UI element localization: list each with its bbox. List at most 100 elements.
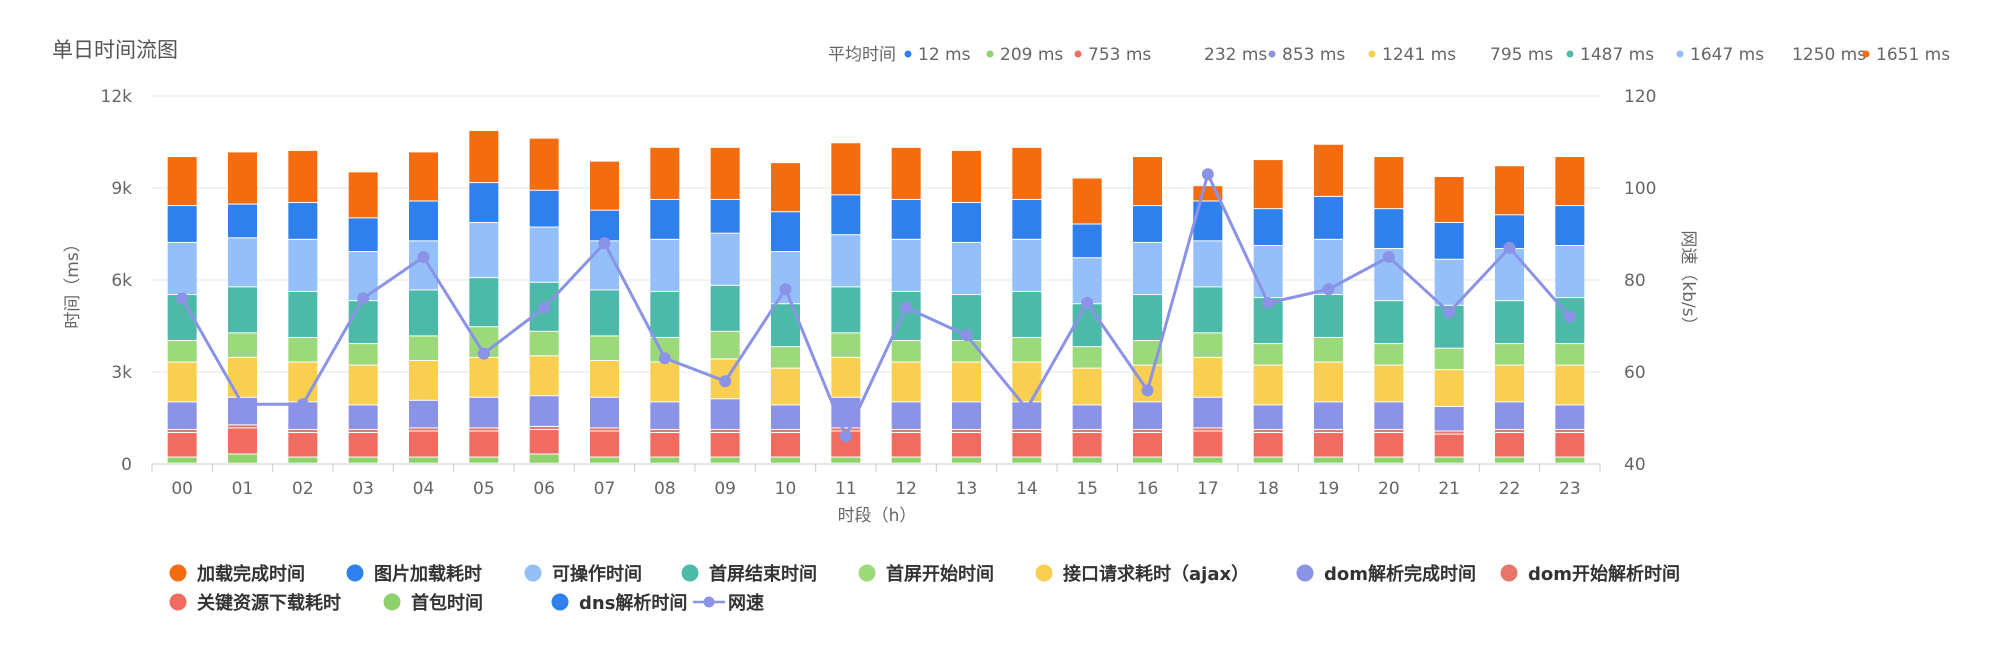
bar-segment[interactable] bbox=[1012, 433, 1042, 457]
bar-segment[interactable] bbox=[771, 457, 800, 463]
bar-segment[interactable] bbox=[891, 239, 921, 291]
speed-point[interactable] bbox=[296, 398, 309, 411]
bar-segment[interactable] bbox=[1434, 348, 1464, 370]
bar-segment[interactable] bbox=[891, 402, 921, 429]
bar-segment[interactable] bbox=[891, 341, 921, 362]
legend-label[interactable]: dom解析完成时间 bbox=[1324, 563, 1476, 585]
bar-segment[interactable] bbox=[1434, 222, 1464, 259]
bar-segment[interactable] bbox=[288, 433, 318, 457]
bar-segment[interactable] bbox=[710, 457, 740, 463]
bar-segment[interactable] bbox=[1193, 241, 1223, 287]
bar-segment[interactable] bbox=[529, 227, 559, 282]
bar-segment[interactable] bbox=[1072, 224, 1102, 258]
bar-segment[interactable] bbox=[1193, 457, 1223, 463]
bar-segment[interactable] bbox=[348, 365, 378, 405]
bar-segment[interactable] bbox=[952, 341, 981, 362]
bar-segment[interactable] bbox=[1253, 365, 1283, 405]
bar-segment[interactable] bbox=[1374, 301, 1404, 344]
bar-segment[interactable] bbox=[952, 203, 981, 242]
speed-point[interactable] bbox=[1141, 384, 1154, 397]
bar-segment[interactable] bbox=[1253, 433, 1283, 457]
bar-segment[interactable] bbox=[590, 360, 619, 397]
bar-segment[interactable] bbox=[1133, 206, 1162, 242]
bar-segment[interactable] bbox=[891, 147, 921, 199]
bar-segment[interactable] bbox=[891, 457, 921, 463]
legend-label[interactable]: 可操作时间 bbox=[552, 563, 642, 585]
bar-segment[interactable] bbox=[952, 362, 981, 402]
bar-segment[interactable] bbox=[1495, 457, 1524, 463]
bar-segment[interactable] bbox=[348, 429, 378, 433]
bar-segment[interactable] bbox=[1555, 429, 1585, 433]
legend-swatch[interactable] bbox=[1035, 564, 1053, 582]
bar-segment[interactable] bbox=[1314, 429, 1343, 433]
bar-segment[interactable] bbox=[590, 457, 619, 463]
bar-segment[interactable] bbox=[529, 396, 559, 426]
bar-segment[interactable] bbox=[1495, 402, 1524, 429]
bar-segment[interactable] bbox=[1495, 166, 1524, 215]
legend-label[interactable]: 首屏开始时间 bbox=[886, 563, 994, 585]
bar-segment[interactable] bbox=[650, 402, 680, 429]
bar-segment[interactable] bbox=[1374, 433, 1404, 457]
legend-swatch[interactable] bbox=[858, 564, 876, 582]
bar-segment[interactable] bbox=[167, 433, 197, 457]
bar-segment[interactable] bbox=[891, 291, 921, 341]
bar-segment[interactable] bbox=[1072, 258, 1102, 304]
bar-segment[interactable] bbox=[590, 210, 619, 241]
bar-segment[interactable] bbox=[228, 152, 257, 204]
bar-segment[interactable] bbox=[529, 190, 559, 227]
bar-segment[interactable] bbox=[1253, 405, 1283, 429]
bar-segment[interactable] bbox=[1012, 199, 1042, 239]
bar-segment[interactable] bbox=[348, 301, 378, 344]
legend-swatch[interactable] bbox=[1500, 564, 1518, 582]
bar-segment[interactable] bbox=[469, 222, 499, 278]
bar-segment[interactable] bbox=[590, 290, 619, 336]
bar-segment[interactable] bbox=[1495, 433, 1524, 457]
bar-segment[interactable] bbox=[469, 278, 499, 327]
bar-segment[interactable] bbox=[1374, 402, 1404, 429]
bar-segment[interactable] bbox=[590, 161, 619, 210]
legend-swatch[interactable] bbox=[346, 564, 364, 582]
bar-segment[interactable] bbox=[469, 183, 499, 222]
bar-segment[interactable] bbox=[1133, 433, 1162, 457]
speed-point[interactable] bbox=[658, 352, 671, 365]
bar-segment[interactable] bbox=[952, 429, 981, 433]
bar-segment[interactable] bbox=[167, 242, 197, 295]
bar-segment[interactable] bbox=[469, 457, 499, 463]
bar-segment[interactable] bbox=[1555, 206, 1585, 245]
bar-segment[interactable] bbox=[1072, 429, 1102, 433]
bar-segment[interactable] bbox=[771, 347, 800, 368]
bar-segment[interactable] bbox=[1072, 178, 1102, 224]
bar-segment[interactable] bbox=[409, 360, 438, 400]
bar-segment[interactable] bbox=[1434, 406, 1464, 431]
bar-segment[interactable] bbox=[1012, 429, 1042, 433]
bar-segment[interactable] bbox=[228, 425, 257, 428]
bar-segment[interactable] bbox=[288, 291, 318, 337]
bar-segment[interactable] bbox=[348, 344, 378, 365]
bar-segment[interactable] bbox=[409, 201, 438, 241]
legend-label[interactable]: 首屏结束时间 bbox=[709, 563, 817, 585]
bar-segment[interactable] bbox=[1555, 365, 1585, 405]
bar-segment[interactable] bbox=[288, 203, 318, 239]
bar-segment[interactable] bbox=[952, 457, 981, 463]
speed-point[interactable] bbox=[719, 375, 732, 388]
bar-segment[interactable] bbox=[771, 405, 800, 429]
bar-segment[interactable] bbox=[1314, 196, 1343, 239]
speed-point[interactable] bbox=[357, 292, 370, 305]
bar-segment[interactable] bbox=[409, 428, 438, 431]
bar-segment[interactable] bbox=[891, 362, 921, 402]
bar-segment[interactable] bbox=[831, 235, 861, 287]
speed-point[interactable] bbox=[176, 292, 189, 305]
bar-segment[interactable] bbox=[409, 457, 438, 463]
legend-label[interactable]: 关键资源下载耗时 bbox=[197, 592, 341, 614]
speed-point[interactable] bbox=[1322, 283, 1335, 296]
bar-segment[interactable] bbox=[228, 287, 257, 333]
speed-point[interactable] bbox=[538, 301, 551, 314]
bar-segment[interactable] bbox=[1253, 160, 1283, 209]
speed-point[interactable] bbox=[1201, 168, 1214, 181]
speed-point[interactable] bbox=[960, 329, 973, 342]
bar-segment[interactable] bbox=[1555, 405, 1585, 429]
bar-segment[interactable] bbox=[469, 431, 499, 457]
speed-point[interactable] bbox=[900, 301, 913, 314]
bar-segment[interactable] bbox=[409, 431, 438, 457]
bar-segment[interactable] bbox=[228, 357, 257, 397]
